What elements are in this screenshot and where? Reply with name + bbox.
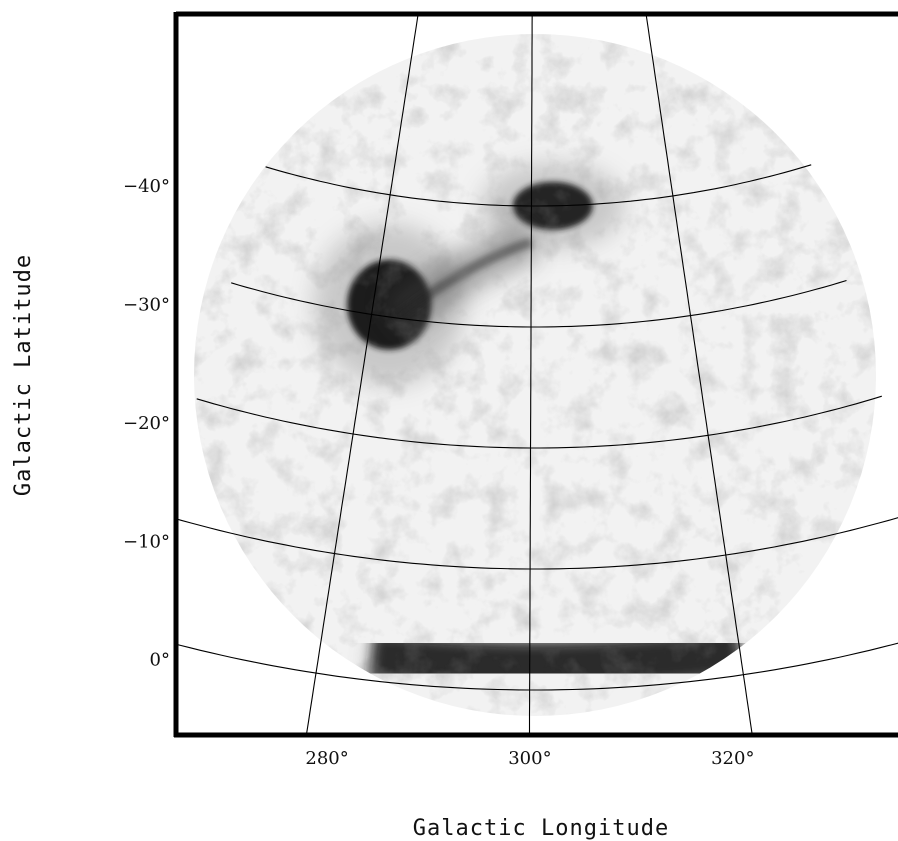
x-axis-title: Galactic Longitude <box>413 816 669 841</box>
y-tick-label: −20° <box>123 413 170 434</box>
y-tick-label: −30° <box>123 294 170 315</box>
y-axis-title: Galactic Latitude <box>11 254 36 496</box>
y-tick-label: 0° <box>150 650 170 671</box>
map-texture <box>194 34 876 716</box>
emission-features <box>194 34 876 716</box>
parallel-line <box>265 164 812 207</box>
y-tick-labels: −40° −30° −20° −10° 0° <box>123 176 170 671</box>
parallel-line <box>231 279 847 328</box>
parallel-line <box>196 395 882 449</box>
meridian-line <box>306 14 419 733</box>
meridian-line <box>645 14 753 735</box>
coordinate-grid <box>176 14 898 735</box>
plot-frame <box>173 11 898 738</box>
x-tick-label: 320° <box>711 748 754 769</box>
meridian-line <box>528 14 533 735</box>
parallel-line <box>176 517 898 570</box>
x-tick-labels: 280° 300° 320° <box>305 748 754 769</box>
parallel-line <box>176 642 898 691</box>
y-tick-label: −10° <box>123 531 170 552</box>
intensity-map <box>194 34 876 716</box>
y-tick-label: −40° <box>123 176 170 197</box>
x-tick-label: 300° <box>508 748 551 769</box>
x-tick-label: 280° <box>305 748 348 769</box>
